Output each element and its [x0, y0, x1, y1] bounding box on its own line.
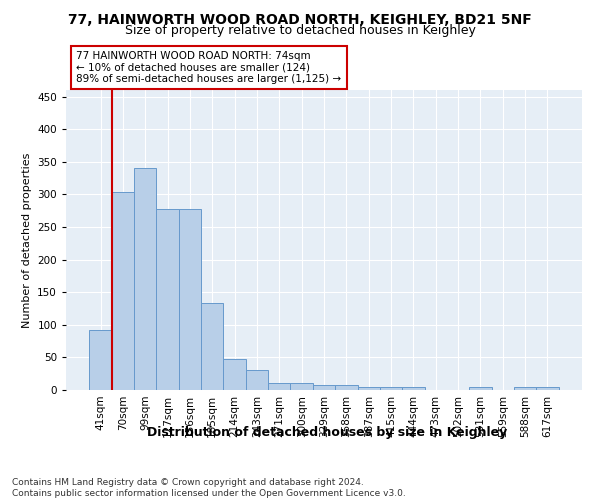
- Bar: [112, 192, 134, 390]
- Text: 77 HAINWORTH WOOD ROAD NORTH: 74sqm
← 10% of detached houses are smaller (124)
8: 77 HAINWORTH WOOD ROAD NORTH: 74sqm ← 10…: [76, 51, 341, 84]
- Bar: [335, 385, 358, 390]
- Bar: [536, 388, 559, 390]
- Y-axis label: Number of detached properties: Number of detached properties: [22, 152, 32, 328]
- Bar: [246, 370, 268, 390]
- Bar: [201, 304, 223, 390]
- Bar: [89, 330, 112, 390]
- Bar: [358, 386, 380, 390]
- Bar: [223, 360, 246, 390]
- Bar: [402, 386, 425, 390]
- Bar: [134, 168, 157, 390]
- Text: Contains HM Land Registry data © Crown copyright and database right 2024.
Contai: Contains HM Land Registry data © Crown c…: [12, 478, 406, 498]
- Bar: [469, 388, 491, 390]
- Bar: [514, 388, 536, 390]
- Bar: [157, 210, 179, 390]
- Bar: [380, 386, 402, 390]
- Bar: [290, 384, 313, 390]
- Text: Distribution of detached houses by size in Keighley: Distribution of detached houses by size …: [147, 426, 507, 439]
- Text: Size of property relative to detached houses in Keighley: Size of property relative to detached ho…: [125, 24, 475, 37]
- Bar: [313, 385, 335, 390]
- Bar: [179, 210, 201, 390]
- Text: 77, HAINWORTH WOOD ROAD NORTH, KEIGHLEY, BD21 5NF: 77, HAINWORTH WOOD ROAD NORTH, KEIGHLEY,…: [68, 12, 532, 26]
- Bar: [268, 384, 290, 390]
